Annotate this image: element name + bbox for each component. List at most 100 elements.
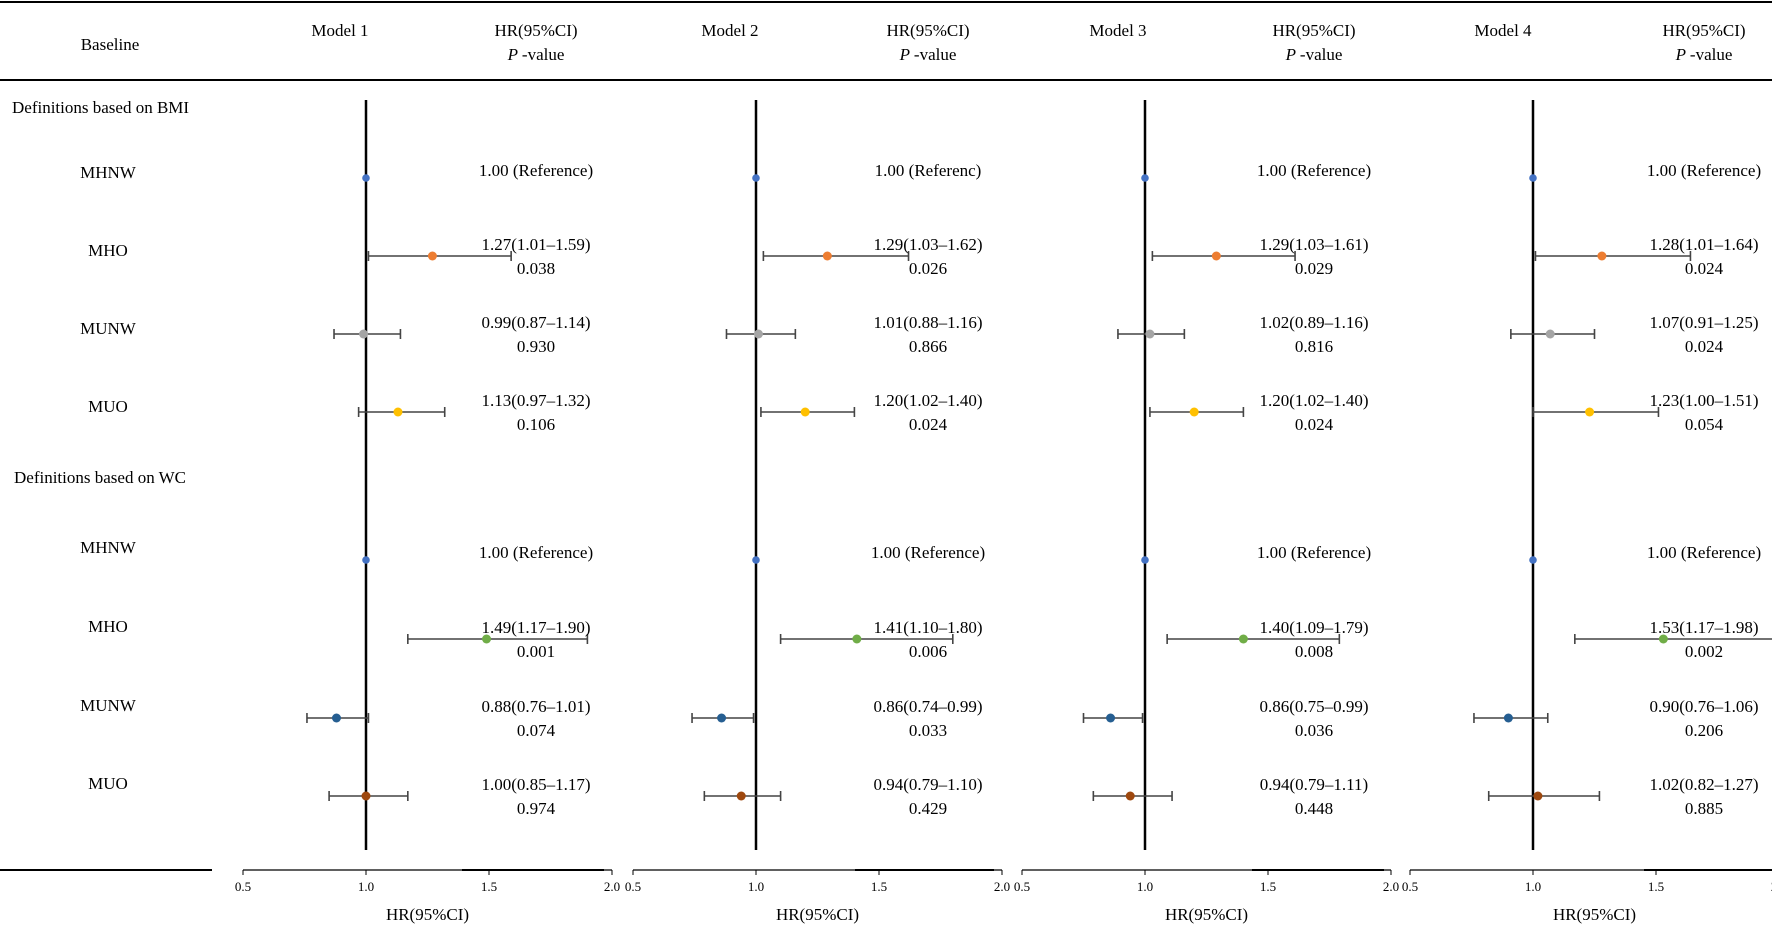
model-3-wc-munw-hr-text: 0.86(0.75–0.99) (1259, 697, 1368, 716)
model-1-wc-muo-p-value: 0.974 (517, 799, 556, 818)
model-4-bmi-mhnw-point (1529, 174, 1537, 182)
model-2-tick-label: 1.5 (871, 879, 887, 894)
model-1-wc-mho-point (482, 634, 492, 644)
model-4-wc-muo-p-value: 0.885 (1685, 799, 1723, 818)
model-4-bmi-munw-hr-text: 1.07(0.91–1.25) (1649, 313, 1758, 332)
model-2-bmi-munw-p-value: 0.866 (909, 337, 947, 356)
model-1-bmi-muo-point (393, 407, 403, 417)
model-1-p-letter: P (507, 45, 522, 64)
model-1-bmi-mho-point (427, 251, 437, 261)
model-3-tick-label: 0.5 (1014, 879, 1030, 894)
model-4-bmi-muo-p-value: 0.054 (1685, 415, 1724, 434)
row-label-wc-muo: MUO (88, 774, 128, 793)
model-2-tick-label: 2.0 (994, 879, 1010, 894)
model-3-wc-muo-hr-text: 0.94(0.79–1.11) (1260, 775, 1368, 794)
model-3-title: Model 3 (1089, 21, 1146, 40)
model-1-title: Model 1 (311, 21, 368, 40)
model-4-wc-munw-hr-text: 0.90(0.76–1.06) (1649, 697, 1758, 716)
model-4-tick-label: 0.5 (1402, 879, 1418, 894)
model-3-wc-munw-p-value: 0.036 (1295, 721, 1333, 740)
model-1-bmi-munw-p-value: 0.930 (517, 337, 555, 356)
row-label-wc-munw: MUNW (80, 696, 137, 715)
model-4-wc-mho-hr-text: 1.53(1.17–1.98) (1649, 618, 1758, 637)
model-3-wc-mhnw-point (1141, 556, 1149, 564)
model-2-wc-mhnw-point (752, 556, 760, 564)
baseline-header: Baseline (81, 35, 140, 54)
model-1-bmi-mhnw-point (362, 174, 370, 182)
row-label-bmi-munw: MUNW (80, 319, 137, 338)
model-1-wc-muo-point (361, 791, 371, 801)
model-4-tick-label: 1.0 (1525, 879, 1541, 894)
row-label-wc-mho: MHO (88, 617, 128, 636)
model-4-p-header: P -value (1675, 45, 1733, 64)
model-1-bmi-mhnw-hr-text: 1.00 (Reference) (479, 161, 593, 180)
model-3-tick-label: 1.0 (1137, 879, 1153, 894)
model-3-x-label: HR(95%CI) (1165, 905, 1248, 924)
model-2-p-suffix: -value (914, 45, 956, 64)
model-1-wc-muo-hr-text: 1.00(0.85–1.17) (481, 775, 590, 794)
model-2-wc-muo-hr-text: 0.94(0.79–1.10) (873, 775, 982, 794)
row-label-bmi-muo: MUO (88, 397, 128, 416)
model-4-wc-muo-hr-text: 1.02(0.82–1.27) (1649, 775, 1758, 794)
model-1-wc-mhnw-point (362, 556, 370, 564)
model-4-bmi-mho-point (1597, 251, 1607, 261)
model-1-bmi-mho-hr-text: 1.27(1.01–1.59) (481, 235, 590, 254)
section-title-bmi: Definitions based on BMI (12, 98, 189, 117)
model-1-tick-label: 0.5 (235, 879, 251, 894)
model-1-bmi-mho-p-value: 0.038 (517, 259, 555, 278)
model-2-wc-muo-p-value: 0.429 (909, 799, 947, 818)
model-4-wc-muo-point (1533, 791, 1543, 801)
model-2-bmi-muo-p-value: 0.024 (909, 415, 948, 434)
model-3-bmi-mho-hr-text: 1.29(1.03–1.61) (1259, 235, 1368, 254)
model-1-tick-label: 2.0 (604, 879, 620, 894)
model-3-wc-mho-hr-text: 1.40(1.09–1.79) (1259, 618, 1368, 637)
model-2-wc-munw-p-value: 0.033 (909, 721, 947, 740)
model-4-tick-label: 2.0 (1771, 879, 1772, 894)
model-1-tick-label: 1.5 (481, 879, 497, 894)
model-3-wc-mhnw-hr-text: 1.00 (Reference) (1257, 543, 1371, 562)
model-3-bmi-munw-p-value: 0.816 (1295, 337, 1333, 356)
model-2-bmi-munw-point (753, 329, 763, 339)
model-1-wc-munw-hr-text: 0.88(0.76–1.01) (481, 697, 590, 716)
model-3-hr-header: HR(95%CI) (1272, 21, 1355, 40)
model-2-wc-mho-point (852, 634, 862, 644)
row-label-wc-mhnw: MHNW (80, 538, 137, 557)
model-2-bmi-mho-point (822, 251, 832, 261)
model-2-bmi-munw-hr-text: 1.01(0.88–1.16) (873, 313, 982, 332)
model-3-p-suffix: -value (1300, 45, 1342, 64)
model-1-wc-mho-hr-text: 1.49(1.17–1.90) (481, 618, 590, 637)
model-3-wc-muo-p-value: 0.448 (1295, 799, 1333, 818)
model-1-bmi-muo-hr-text: 1.13(0.97–1.32) (481, 391, 590, 410)
model-4-wc-mhnw-hr-text: 1.00 (Reference) (1647, 543, 1761, 562)
row-label-bmi-mhnw: MHNW (80, 163, 137, 182)
model-1-wc-mho-p-value: 0.001 (517, 642, 555, 661)
model-2-p-header: P -value (899, 45, 957, 64)
model-4-bmi-mho-hr-text: 1.28(1.01–1.64) (1649, 235, 1758, 254)
model-1-bmi-munw-point (359, 329, 369, 339)
model-3-bmi-mhnw-point (1141, 174, 1149, 182)
model-4-wc-munw-point (1503, 713, 1513, 723)
model-1-p-suffix: -value (522, 45, 564, 64)
model-3-wc-mho-p-value: 0.008 (1295, 642, 1333, 661)
model-2-bmi-muo-point (800, 407, 810, 417)
model-3-bmi-muo-hr-text: 1.20(1.02–1.40) (1259, 391, 1368, 410)
model-3-tick-label: 1.5 (1260, 879, 1276, 894)
model-2-tick-label: 0.5 (625, 879, 641, 894)
model-4-bmi-munw-point (1545, 329, 1555, 339)
model-1-wc-munw-point (331, 713, 341, 723)
model-4-bmi-mhnw-hr-text: 1.00 (Reference) (1647, 161, 1761, 180)
model-1-bmi-munw-hr-text: 0.99(0.87–1.14) (481, 313, 590, 332)
model-3-bmi-mho-p-value: 0.029 (1295, 259, 1333, 278)
model-2-tick-label: 1.0 (748, 879, 764, 894)
model-4-tick-label: 1.5 (1648, 879, 1664, 894)
model-2-wc-mho-p-value: 0.006 (909, 642, 947, 661)
model-1-wc-mhnw-hr-text: 1.00 (Reference) (479, 543, 593, 562)
model-4-title: Model 4 (1474, 21, 1532, 40)
model-2-title: Model 2 (701, 21, 758, 40)
model-4-wc-mho-p-value: 0.002 (1685, 642, 1723, 661)
model-2-x-label: HR(95%CI) (776, 905, 859, 924)
model-4-bmi-mho-p-value: 0.024 (1685, 259, 1724, 278)
model-2-bmi-muo-hr-text: 1.20(1.02–1.40) (873, 391, 982, 410)
model-4-p-suffix: -value (1690, 45, 1732, 64)
